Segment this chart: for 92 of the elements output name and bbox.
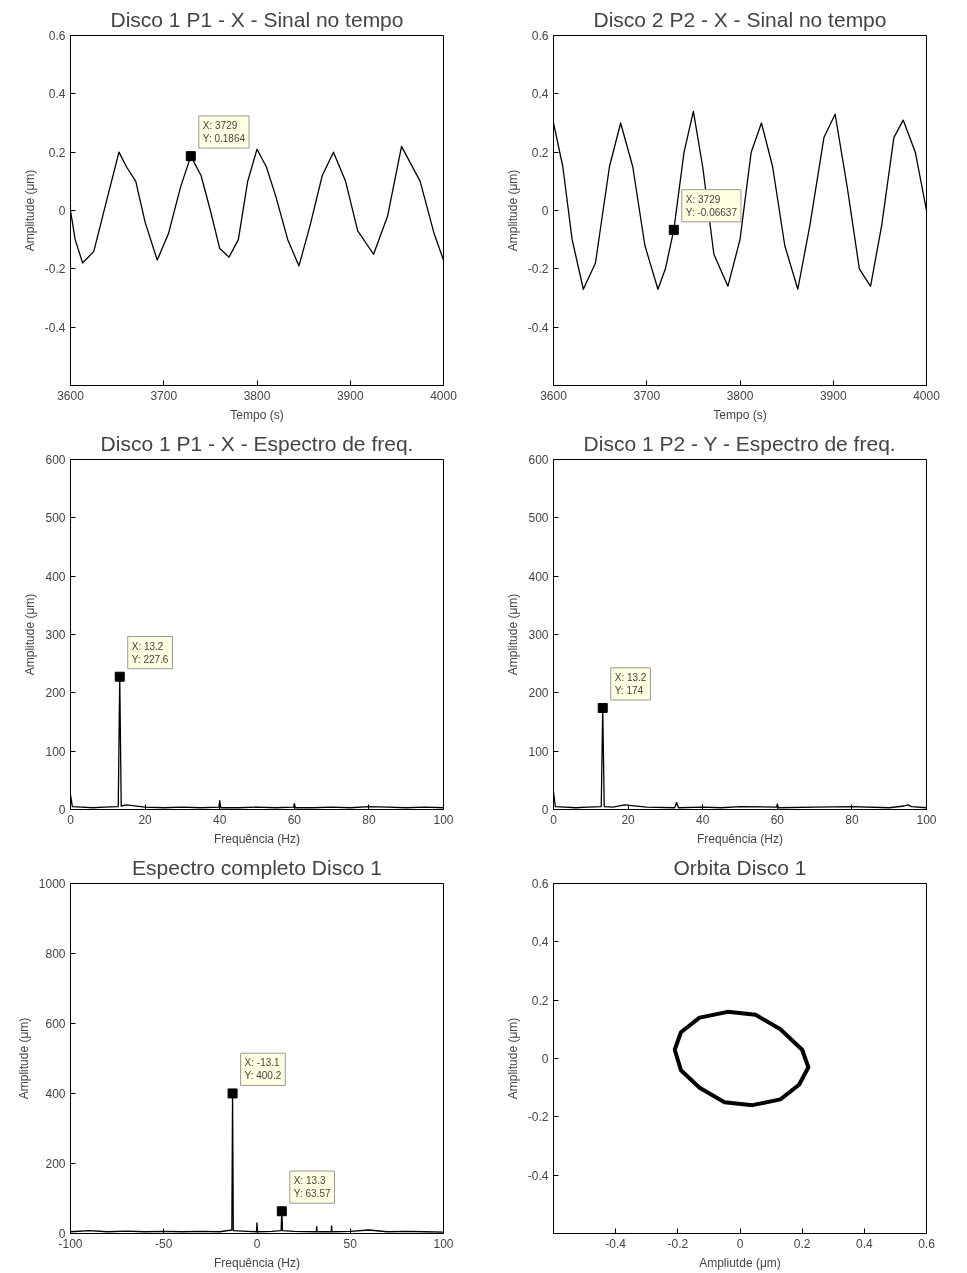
y-tick-label: 500: [45, 511, 66, 526]
x-tick-label: 0.4: [855, 1236, 873, 1251]
x-tick-label: -0.2: [667, 1236, 689, 1251]
y-tick-label: 0.4: [48, 87, 66, 102]
x-axis-title: Tempo (s): [230, 407, 284, 422]
x-tick-label: 80: [845, 812, 859, 827]
x-tick-label: 100: [433, 812, 454, 827]
y-tick-label: 0.2: [531, 993, 549, 1008]
y-tick-label: 600: [528, 453, 549, 467]
x-axis-title: Frequência (Hz): [696, 831, 784, 846]
y-tick-label: 0.6: [531, 29, 549, 43]
y-tick-label: 0: [58, 204, 66, 218]
x-tick-label: 60: [287, 812, 302, 827]
y-tick-label: 100: [45, 744, 66, 759]
x-tick-label: 0: [253, 1236, 261, 1251]
x-tick-label: 3900: [819, 388, 847, 403]
y-tick-label: -0.4: [44, 320, 66, 335]
chart-title: Espectro completo Disco 1: [132, 855, 382, 879]
y-tick-label: 200: [45, 686, 66, 701]
y-tick-label: 0.2: [48, 145, 66, 160]
y-axis-title: Amplitude (μm): [22, 169, 37, 252]
annotation: X: 3729 Y: -0.06637: [685, 193, 738, 218]
y-tick-label: 0.6: [48, 29, 66, 43]
x-tick-label: 3700: [150, 388, 178, 403]
y-tick-label: 100: [528, 744, 549, 759]
y-tick-label: 400: [528, 569, 549, 584]
y-tick-label: -0.4: [527, 1168, 549, 1183]
y-tick-label: 400: [45, 1087, 66, 1101]
x-tick-label: 100: [433, 1236, 454, 1251]
x-tick-label: 20: [138, 812, 153, 827]
chart-title: Disco 1 P1 - X - Sinal no tempo: [110, 7, 404, 31]
x-tick-label: 3600: [540, 388, 568, 403]
y-tick-label: 400: [45, 569, 66, 584]
x-tick-label: 100: [916, 812, 937, 827]
y-tick-label: 0.6: [531, 877, 549, 891]
y-tick-label: 1000: [38, 877, 66, 891]
x-tick-label: 3600: [57, 388, 85, 403]
x-tick-label: 60: [770, 812, 785, 827]
x-tick-label: 4000: [430, 388, 458, 403]
y-tick-label: 200: [528, 686, 549, 701]
x-axis-title: Tempo (s): [713, 407, 767, 422]
y-axis-title: Amplitude (μm): [16, 1017, 31, 1100]
annotation: X: -13.1 Y: 400.2: [244, 1057, 282, 1082]
y-tick-label: 0: [58, 803, 66, 817]
y-tick-label: 800: [45, 947, 66, 961]
annotation: X: 3729 Y: 0.1864: [202, 119, 246, 145]
y-tick-label: -0.2: [527, 1110, 549, 1125]
x-axis-title: Frequência (Hz): [213, 831, 301, 846]
x-tick-label: 3800: [726, 388, 754, 403]
x-tick-label: 0.6: [918, 1236, 936, 1251]
x-tick-label: 40: [213, 812, 227, 827]
chart-title: Disco 2 P2 - X - Sinal no tempo: [593, 7, 887, 31]
y-tick-label: 300: [45, 628, 66, 642]
annotation: X: 13.3 Y: 63.57: [293, 1175, 331, 1200]
y-tick-label: 0: [541, 1052, 549, 1066]
x-tick-label: 0: [736, 1236, 744, 1251]
y-axis-title: Amplitude (μm): [505, 169, 520, 252]
x-tick-label: 40: [696, 812, 710, 827]
y-tick-label: 0: [541, 803, 549, 817]
chart-title: Disco 1 P1 - X - Espectro de freq.: [100, 431, 414, 455]
x-axis-title: Frequência (Hz): [213, 1255, 301, 1270]
y-tick-label: 200: [45, 1157, 66, 1171]
y-tick-label: 0.2: [531, 145, 549, 160]
y-tick-label: 0: [541, 204, 549, 218]
chart-title: Disco 1 P2 - Y - Espectro de freq.: [583, 431, 896, 455]
y-tick-label: -0.2: [44, 262, 66, 277]
x-tick-label: 3900: [336, 388, 364, 403]
x-tick-label: 20: [621, 812, 636, 827]
y-tick-label: 600: [45, 453, 66, 467]
y-tick-label: 0.4: [531, 87, 549, 102]
x-axis-title: Ampliutde (μm): [699, 1255, 781, 1270]
y-tick-label: 300: [528, 628, 549, 642]
x-tick-label: 0.2: [793, 1236, 811, 1251]
y-tick-label: 600: [45, 1017, 66, 1031]
x-tick-label: -50: [155, 1236, 173, 1251]
x-tick-label: 3800: [243, 388, 271, 403]
x-tick-label: 4000: [913, 388, 941, 403]
y-tick-label: 0: [58, 1227, 66, 1241]
y-tick-label: 500: [528, 511, 549, 526]
y-axis-title: Amplitude (μm): [23, 593, 38, 676]
chart-title: Orbita Disco 1: [673, 855, 807, 879]
x-tick-label: 3700: [633, 388, 661, 403]
y-axis-title: Amplitude (μm): [505, 1017, 520, 1100]
x-tick-label: -0.4: [605, 1236, 627, 1251]
y-axis-title: Amplitude (μm): [506, 593, 521, 676]
annotation: X: 13.2 Y: 174: [614, 671, 647, 696]
y-tick-label: -0.2: [527, 262, 549, 277]
x-tick-label: 80: [362, 812, 376, 827]
y-tick-label: -0.4: [527, 320, 549, 335]
annotation: X: 13.2 Y: 227.6: [131, 640, 169, 665]
y-tick-label: 0.4: [531, 935, 549, 950]
x-tick-label: 50: [343, 1236, 358, 1251]
